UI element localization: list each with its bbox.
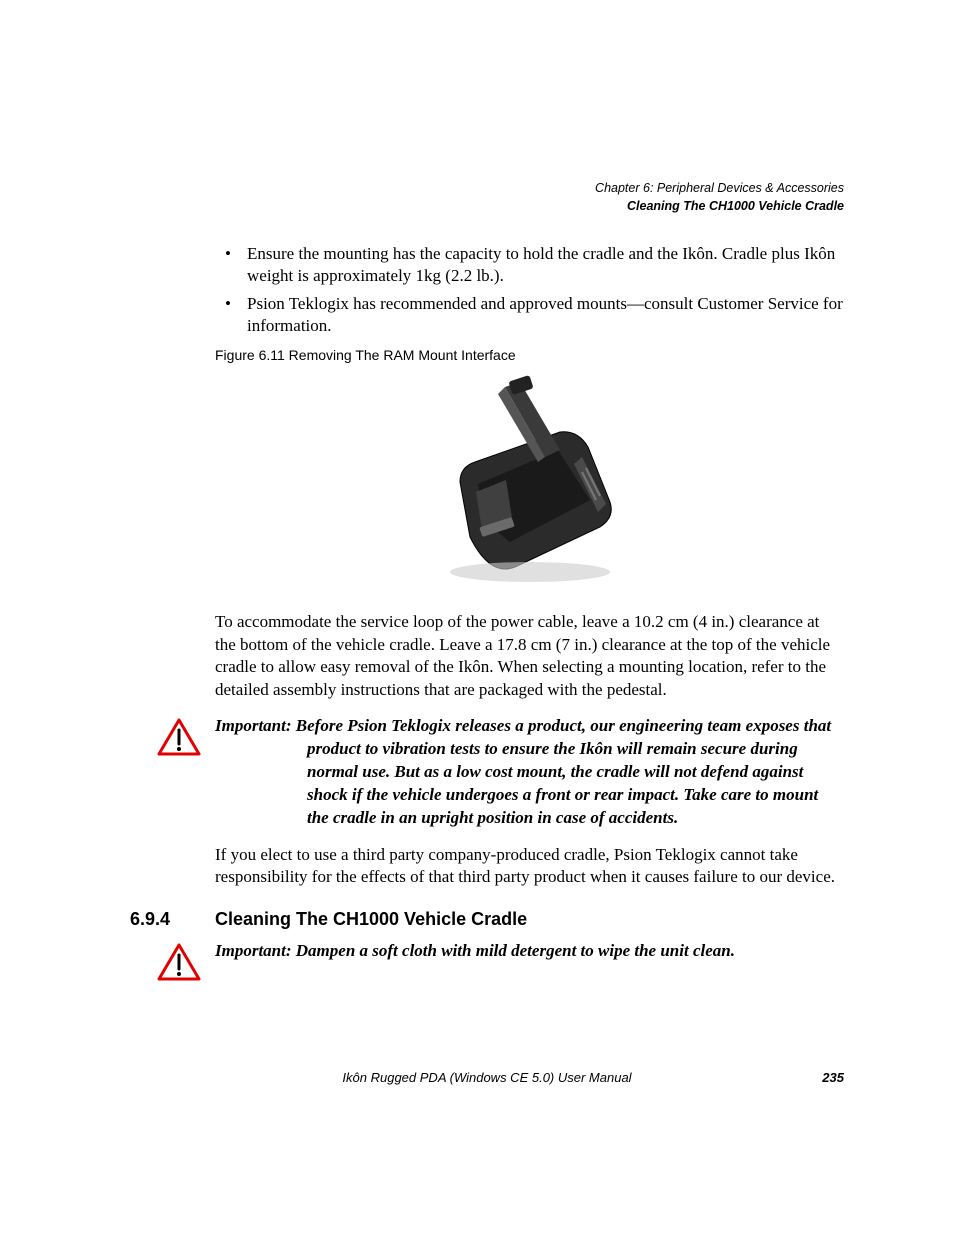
important-note: Important: Before Psion Teklogix release… (157, 715, 844, 830)
page-number: 235 (822, 1070, 844, 1085)
important-note: Important: Dampen a soft cloth with mild… (157, 940, 844, 987)
header-section: Cleaning The CH1000 Vehicle Cradle (130, 198, 844, 216)
document-page: Chapter 6: Peripheral Devices & Accessor… (0, 0, 954, 1235)
body-paragraph: If you elect to use a third party compan… (215, 844, 844, 889)
bullet-item: Psion Teklogix has recommended and appro… (215, 293, 844, 337)
running-header: Chapter 6: Peripheral Devices & Accessor… (130, 180, 844, 215)
body-paragraph: To accommodate the service loop of the p… (215, 611, 844, 701)
important-body: Dampen a soft cloth with mild detergent … (296, 941, 735, 960)
footer-title: Ikôn Rugged PDA (Windows CE 5.0) User Ma… (342, 1070, 631, 1085)
figure-caption: Figure 6.11 Removing The RAM Mount Inter… (215, 347, 844, 363)
important-text: Important: Dampen a soft cloth with mild… (215, 940, 735, 963)
important-label: Important: (215, 941, 292, 960)
page-footer: Ikôn Rugged PDA (Windows CE 5.0) User Ma… (130, 1070, 844, 1085)
section-title: Cleaning The CH1000 Vehicle Cradle (215, 909, 527, 930)
bullet-item: Ensure the mounting has the capacity to … (215, 243, 844, 287)
important-text: Important: Before Psion Teklogix release… (215, 715, 844, 830)
section-heading: 6.9.4 Cleaning The CH1000 Vehicle Cradle (130, 909, 844, 930)
figure-image (400, 367, 660, 597)
cradle-illustration (410, 372, 650, 592)
warning-icon (157, 942, 203, 987)
content-column: Ensure the mounting has the capacity to … (215, 243, 844, 987)
important-label: Important: (215, 716, 292, 735)
header-chapter: Chapter 6: Peripheral Devices & Accessor… (130, 180, 844, 198)
important-body: Before Psion Teklogix releases a product… (296, 716, 831, 827)
bullet-list: Ensure the mounting has the capacity to … (215, 243, 844, 337)
section-number: 6.9.4 (130, 909, 215, 930)
warning-icon (157, 717, 203, 762)
